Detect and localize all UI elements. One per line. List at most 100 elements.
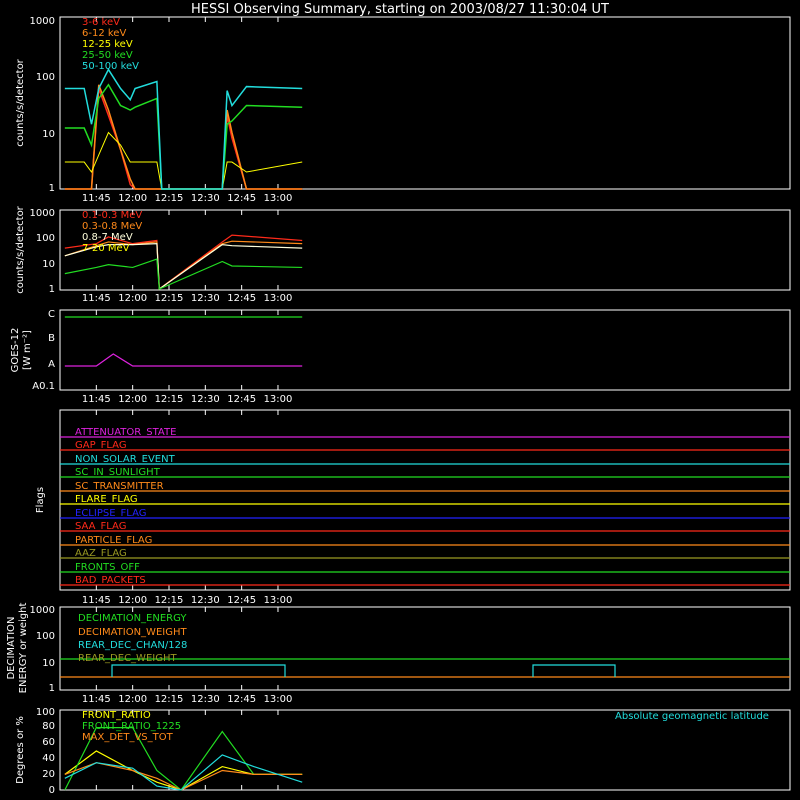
decim-ytick: 10 [42,658,55,669]
frame-rates [59,16,791,190]
legend-dec-energy: DECIMATION_ENERGY [78,613,187,624]
series-line-0.8-7-MeV [64,243,303,291]
ratio-legend: FRONT_RATIO FRONT_RATIO_1225 MAX_DET_VS_… [82,710,769,743]
legend-0.8-7: 0.8-7 MeV [82,232,133,243]
ratio-ytick: 0 [49,785,55,796]
legend-rear-chan: REAR_DEC_CHAN/128 [78,640,187,651]
legend-front-ratio-1225: FRONT_RATIO_1225 [82,721,181,732]
series-line-25-50-keV [64,83,303,190]
highE-legend: 0.1-0.3 MeV 0.3-0.8 MeV 0.8-7 MeV 7-20 M… [82,210,142,254]
x-tick-label: 12:15 [155,595,184,606]
flag-label: FLARE_FLAG [75,494,138,505]
frame-ratio [59,709,791,791]
ratio-ytick: 40 [42,753,55,764]
legend-25-50: 25-50 keV [82,50,133,61]
decim-ytick: 1000 [30,605,55,616]
flag-label: ATTENUATOR_STATE [75,427,176,438]
x-tick-label: 13:00 [264,293,293,304]
flag-label: AAZ_FLAG [75,548,127,559]
legend-50-100: 50-100 keV [82,61,139,72]
flag-label: SAA_FLAG [75,521,126,532]
x-tick-label: 12:45 [227,595,256,606]
goes-ytick: C [48,309,55,320]
frame-goes [59,309,791,391]
flag-label: BAD_PACKETS [75,575,146,586]
flag-label: GAP_FLAG [75,440,127,451]
traces [60,68,790,791]
panel-frames [59,16,791,791]
ratio-ytick: 60 [42,737,55,748]
highE-ytick: 1000 [30,208,55,219]
flag-label: SC_TRANSMITTER [75,481,164,492]
x-tick-label: 12:00 [118,293,147,304]
legend-rear-weight: REAR_DEC_WEIGHT [78,653,177,664]
legend-0.3-0.8: 0.3-0.8 MeV [82,221,142,232]
series-line-0.3-0.8-MeV [64,240,303,291]
x-tick-label: 11:45 [82,694,111,705]
rates-ytick: 1 [49,183,55,194]
decim-ytick: 1 [49,683,55,694]
flags-legend: ATTENUATOR_STATE GAP_FLAG NON_SOLAR_EVEN… [75,427,176,586]
decim-ytick: 100 [36,631,55,642]
x-tick-label: 12:30 [191,193,220,204]
x-tick-label: 11:45 [82,394,111,405]
highE-ytick: 10 [42,259,55,270]
goes-ylabel-units: [W m⁻²] [22,330,33,370]
flag-label: FRONTS_OFF [75,562,140,573]
legend-6-12: 6-12 keV [82,28,126,39]
x-tick-label: 12:30 [191,293,220,304]
x-tick-label: 12:45 [227,394,256,405]
flags-ylabel: Flags [35,487,46,513]
highE-ytick: 100 [36,233,55,244]
x-tick-label: 12:00 [118,595,147,606]
goes-ytick: A [48,359,55,370]
legend-3-6: 3-6 keV [82,17,120,28]
frame-flags [59,409,791,591]
series-line-3-6-keV [64,88,303,190]
x-tick-label: 12:45 [227,293,256,304]
x-tick-label: 12:45 [227,193,256,204]
legend-7-20: 7-20 MeV [82,243,130,254]
series-line-12-25-keV [64,131,303,190]
series-line-7-20-MeV [64,258,303,290]
x-tick-label: 13:00 [264,595,293,606]
x-tick-label: 12:00 [118,394,147,405]
flag-label: NON_SOLAR_EVENT [75,454,176,465]
legend-geomag: Absolute geomagnetic latitude [615,711,769,722]
rates-ylabel: counts/s/detector [15,58,26,146]
flag-label: ECLIPSE_FLAG [75,508,146,519]
legend-dec-weight: DECIMATION_WEIGHT [78,627,187,638]
legend-0.1-0.3: 0.1-0.3 MeV [82,210,142,221]
rates-legend: 3-6 keV 6-12 keV 12-25 keV 25-50 keV 50-… [82,17,139,72]
x-tick-label: 13:00 [264,394,293,405]
goes-ytick: B [48,333,55,344]
x-tick-label: 12:15 [155,293,184,304]
rates-ytick: 1000 [30,16,55,27]
decim-legend: DECIMATION_ENERGY DECIMATION_WEIGHT REAR… [78,613,187,664]
x-tick-label: 12:15 [155,694,184,705]
rear-chan-line-1 [111,664,286,677]
decim-ylabel: DECIMATION [6,616,17,679]
x-tick-label: 12:30 [191,595,220,606]
series-line-0.1-0.3-MeV [64,234,303,291]
x-tick-label: 12:45 [227,694,256,705]
flag-label: SC_IN_SUNLIGHT [75,467,161,478]
x-tick-label: 12:15 [155,394,184,405]
x-tick-label: 13:00 [264,694,293,705]
x-tick-label: 11:45 [82,595,111,606]
highE-ylabel: counts/s/detector [15,205,26,293]
decim-ylabel-2: ENERGY or weight [18,603,29,694]
y-tick-labels: 1 10 100 1000 1 10 100 1000 A0.1 A B C 1… [30,16,56,796]
rear-chan-line-2 [532,664,616,677]
series-line-50-100-keV [64,68,303,190]
chart-title: HESSI Observing Summary, starting on 200… [191,2,609,17]
ratio-line-3 [64,754,303,791]
legend-front-ratio: FRONT_RATIO [82,710,151,721]
legend-12-25: 12-25 keV [82,39,133,50]
highE-ytick: 1 [49,284,55,295]
x-tick-label: 12:30 [191,394,220,405]
ratio-line-0 [64,750,303,791]
goes-line-1 [64,353,303,367]
x-tick-label: 12:00 [118,193,147,204]
goes-ylabel: GOES-12 [10,328,21,373]
